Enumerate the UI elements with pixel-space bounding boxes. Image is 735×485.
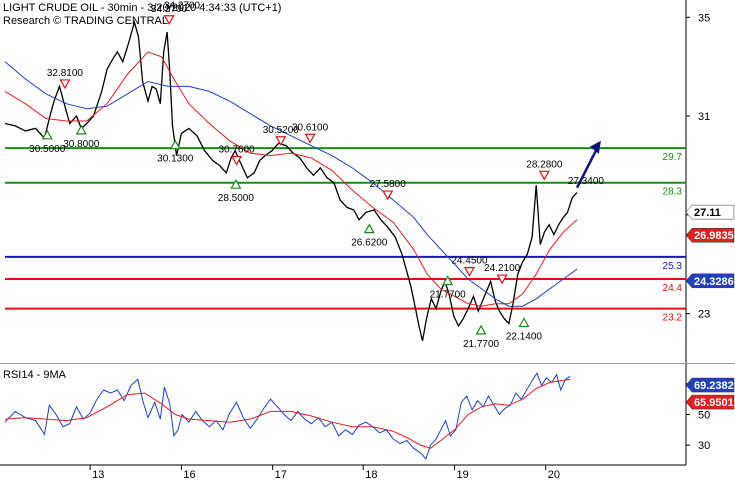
rsi-line-rsi_ma [4,378,571,449]
pivot-low-marker [75,124,87,135]
rsi-line-rsi [4,372,571,460]
projection-arrow-head [589,140,601,154]
pivot-high-label: 27.5800 [370,179,407,190]
rsi-tick-label: 30 [698,440,710,452]
price-tags: 27.11 26.9835 24.3286 69.2382 65.9501 [685,204,735,410]
pivot-low-marker [169,139,181,150]
pivot-high-marker [463,267,475,277]
pivot-high-marker [231,155,243,166]
pivot-high-label: 24.4500 [451,256,488,267]
pivot-high-label: 28.2800 [526,159,563,170]
time-tick-label: 17 [275,469,287,480]
pivot-high-marker [59,79,71,90]
pivot-low-marker [442,275,454,286]
pivot-high-marker [304,133,316,144]
price-series-group [4,19,601,341]
pivot-low-label: 26.6200 [351,238,388,249]
pivot-high-marker [496,274,508,285]
pivot-low-label: 28.5000 [218,193,255,204]
time-tick-label: 16 [183,469,195,480]
pivot-high-label: 30.6100 [292,122,329,133]
slow-ma-tag [685,273,735,289]
pivot-high-marker [163,15,175,25]
price-annotation: 27.3400 [568,176,605,187]
rsi-value-tag [685,377,735,393]
rsi-ma-value-tag [685,394,735,410]
level-label: 25.3 [663,261,683,272]
current-price-tag [685,204,735,220]
level-label: 23.2 [663,313,683,324]
rsi-series-group [4,372,571,460]
chart-source: Research © TRADING CENTRAL [3,15,168,27]
projection-arrow-shaft [575,146,599,189]
rsi-value-tag-label: 69.2382 [694,380,734,392]
level-label: 28.3 [663,187,683,198]
pivot-low-label: 21.7700 [463,339,500,350]
chart-title: LIGHT CRUDE OIL - 30min - 3/20/2020 4:34… [3,2,281,14]
pivot-low-marker [230,178,242,189]
pivot-high-label: 30.5200 [263,125,300,136]
series-line-price [4,19,578,341]
plot-background [0,0,686,465]
pivot-high-marker [538,170,550,181]
pivot-low-label: 21.7700 [430,290,467,301]
price-tick-label: 31 [698,111,710,123]
rsi-tick-label: 50 [698,410,710,422]
level-label: 24.4 [663,283,683,294]
pivot-low-marker [518,317,530,328]
pivot-high-label: 32.8100 [47,68,84,79]
time-tick-label: 20 [548,469,560,480]
pivot-low-marker [363,223,375,234]
pivot-low-marker [41,129,53,140]
price-tick-label: 35 [698,12,710,24]
current-price-tag-label: 27.11 [694,207,721,219]
pivot-low-marker [475,324,487,335]
support-resistance-levels: 29.7 28.3 25.3 24.4 23.2 [5,147,686,324]
fast-ma-tag [685,227,735,243]
level-label: 29.7 [663,152,683,163]
series-line-ma_slow [4,61,578,307]
pivot-high-marker [275,136,287,146]
pivot-high-marker [382,190,394,201]
price-annotation: 34.2700 [164,1,201,12]
time-tick-label: 13 [92,469,104,480]
rsi-panel-title: RSI14 - 9MA [3,369,67,381]
slow-ma-tag-label: 24.3286 [694,276,734,288]
pivot-low-label: 22.1400 [506,331,543,342]
time-tick-label: 19 [456,469,468,480]
pivot-high-label: 34.2700 [151,4,188,15]
pivot-high-label: 30.7600 [218,145,255,156]
fast-ma-tag-label: 26.9835 [694,230,734,242]
time-tick-label: 18 [365,469,377,480]
pivot-low-label: 30.5000 [29,144,66,155]
rsi-ma-value-tag-label: 65.9501 [694,397,734,409]
pivot-low-label: 30.1300 [157,154,194,165]
pivot-high-label: 24.2100 [484,263,521,274]
pivot-low-label: 30.8000 [63,139,100,150]
series-line-ma_fast [4,51,578,307]
price-tick-label: 23 [698,309,710,321]
